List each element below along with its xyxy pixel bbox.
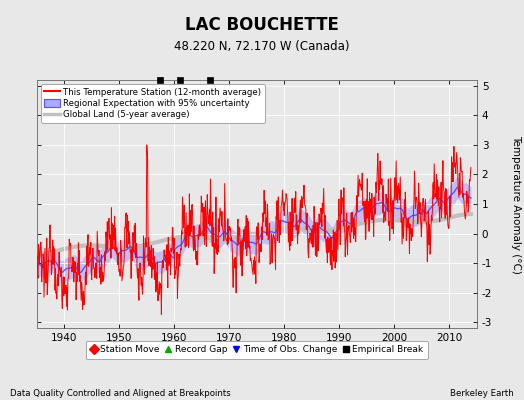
Text: 48.220 N, 72.170 W (Canada): 48.220 N, 72.170 W (Canada): [174, 40, 350, 53]
Legend: This Temperature Station (12-month average), Regional Expectation with 95% uncer: This Temperature Station (12-month avera…: [41, 84, 265, 122]
Text: Data Quality Controlled and Aligned at Breakpoints: Data Quality Controlled and Aligned at B…: [10, 389, 231, 398]
Legend: Station Move, Record Gap, Time of Obs. Change, Empirical Break: Station Move, Record Gap, Time of Obs. C…: [85, 341, 428, 359]
Y-axis label: Temperature Anomaly (°C): Temperature Anomaly (°C): [511, 134, 521, 274]
Text: Berkeley Earth: Berkeley Earth: [450, 389, 514, 398]
Text: LAC BOUCHETTE: LAC BOUCHETTE: [185, 16, 339, 34]
